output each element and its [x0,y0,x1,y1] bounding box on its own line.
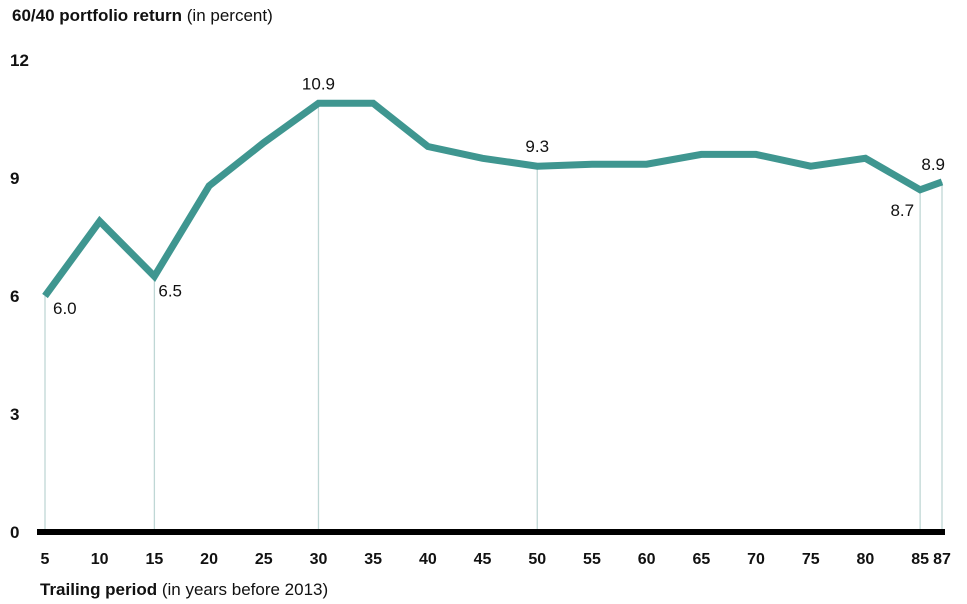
x-axis-title: Trailing period (in years before 2013) [40,580,328,600]
chart-title-unit: (in percent) [182,6,273,25]
x-tick-label: 80 [857,551,875,568]
y-tick-label: 12 [10,51,29,70]
y-axis: 0 3 6 9 12 [10,51,29,542]
x-tick-label: 10 [91,551,109,568]
x-axis: 5 10 15 20 25 30 35 40 45 50 55 60 65 70 75 80 85 87 [41,551,951,568]
x-tick-label: 5 [41,551,50,568]
x-tick-label: 55 [583,551,601,568]
annotation-drop-lines [44,103,943,532]
data-label: 9.3 [525,137,549,156]
data-labels: 6.0 6.5 10.9 9.3 8.7 8.9 [53,74,945,318]
chart-title-main: 60/40 portfolio return [12,6,183,25]
x-tick-label: 25 [255,551,273,568]
x-tick-label: 15 [145,551,163,568]
x-tick-label: 87 [933,551,951,568]
x-tick-label: 40 [419,551,437,568]
x-tick-label: 70 [747,551,765,568]
x-tick-label: 65 [692,551,710,568]
y-tick-label: 6 [10,287,19,306]
y-tick-label: 3 [10,405,19,424]
data-label: 8.9 [921,155,945,174]
x-tick-label: 35 [364,551,382,568]
x-axis-title-unit: (in years before 2013) [157,580,329,599]
x-tick-label: 20 [200,551,218,568]
x-tick-label: 45 [474,551,492,568]
x-tick-label: 60 [638,551,656,568]
x-tick-label: 50 [528,551,546,568]
y-tick-label: 0 [10,523,19,542]
y-tick-label: 9 [10,169,19,188]
x-axis-title-main: Trailing period [40,580,158,599]
data-label: 10.9 [302,74,335,93]
chart-title: 60/40 portfolio return (in percent) [12,6,273,26]
data-label: 6.0 [53,299,77,318]
x-tick-label: 75 [802,551,820,568]
x-tick-label: 85 [911,551,929,568]
series-line [42,99,944,299]
x-tick-label: 30 [310,551,328,568]
data-label: 8.7 [890,201,914,220]
data-label: 6.5 [158,281,182,300]
